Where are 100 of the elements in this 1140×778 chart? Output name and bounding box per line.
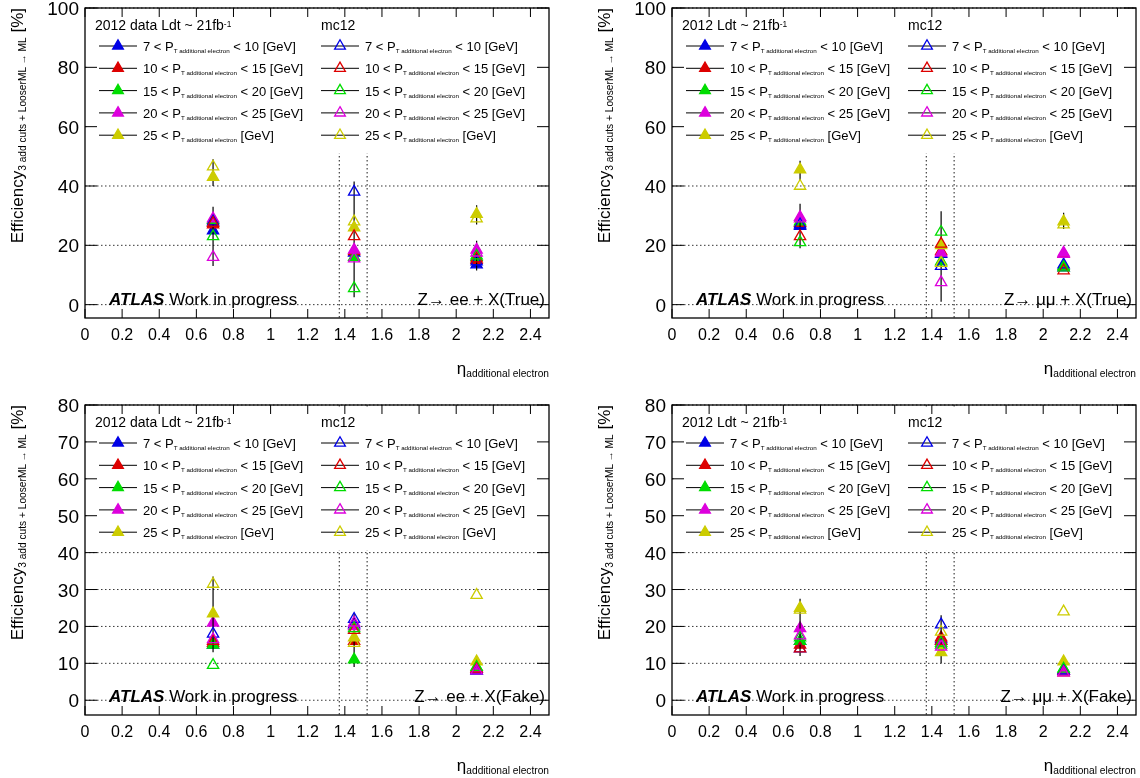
x-tick-label: 2 — [451, 326, 461, 343]
y-tick-label: 50 — [644, 505, 666, 527]
legend-label: 7 < P$_{T additional electron}$ < 10 [GeV] — [365, 436, 518, 451]
x-tick-label: 2 — [1038, 723, 1048, 740]
y-tick-label: 40 — [57, 542, 79, 564]
x-tick-label: 2.2 — [1069, 326, 1092, 343]
annotation: mc12 — [321, 414, 356, 430]
y-tick-label: 0 — [68, 294, 79, 316]
legend-label: 20 < P$_{T additional electron}$ < 25 [GeV] — [143, 105, 304, 121]
y-tick-label: 80 — [57, 395, 79, 416]
x-tick-label: 1.8 — [407, 723, 431, 740]
legend-label: 15 < P$_{T additional electron}$ < 20 [GeV] — [365, 480, 526, 496]
annotation: ATLAS Work in progress — [695, 687, 885, 706]
y-tick-label: 0 — [68, 690, 79, 712]
legend-label: 7 < P$_{T additional electron}$ < 10 [GeV] — [365, 39, 518, 54]
x-tick-label: 0.2 — [697, 723, 721, 740]
legend-label: 25 < P$_{T additional electron}$ [GeV] — [365, 525, 496, 541]
x-tick-label: 2.4 — [519, 326, 542, 343]
legend-label: 15 < P$_{T additional electron}$ < 20 [GeV] — [730, 83, 891, 99]
x-tick-label: 0 — [667, 326, 677, 343]
x-tick-label: 1.2 — [296, 326, 319, 343]
legend-label: 15 < P$_{T additional electron}$ < 20 [GeV] — [730, 480, 891, 496]
legend-label: 10 < P$_{T additional electron}$ < 15 [GeV] — [365, 61, 526, 77]
legend-label: 7 < P$_{T additional electron}$ < 10 [GeV] — [143, 39, 296, 54]
x-tick-label: 2 — [451, 723, 461, 740]
x-tick-label: 1.4 — [333, 723, 357, 740]
x-tick-label: 0.2 — [110, 723, 134, 740]
x-tick-label: 2.2 — [482, 723, 505, 740]
legend-label: 25 < P$_{T additional electron}$ [GeV] — [365, 128, 496, 144]
y-tick-label: 40 — [644, 175, 666, 197]
legend-label: 25 < P$_{T additional electron}$ [GeV] — [143, 128, 274, 144]
x-tick-label: 0.6 — [772, 326, 795, 343]
annotation: 2012 Ldt ~ 21fb$^{-1}$ — [682, 17, 788, 33]
legend-label: 10 < P$_{T additional electron}$ < 15 [GeV] — [143, 458, 304, 474]
y-tick-label: 10 — [57, 653, 79, 675]
legend-label: 25 < P$_{T additional electron}$ [GeV] — [730, 128, 861, 144]
y-tick-label: 20 — [644, 616, 666, 638]
x-tick-label: 1.2 — [296, 723, 319, 740]
y-tick-label: 0 — [655, 690, 666, 712]
x-tick-label: 1 — [853, 326, 863, 343]
y-tick-label: 80 — [57, 57, 79, 79]
y-tick-label: 70 — [57, 431, 79, 453]
y-tick-label: 60 — [57, 468, 79, 490]
x-tick-label: 0 — [667, 723, 677, 740]
x-tick-label: 2.4 — [1106, 723, 1129, 740]
legend-label: 10 < P$_{T additional electron}$ < 15 [GeV] — [730, 458, 891, 474]
x-tick-label: 2.4 — [1106, 326, 1129, 343]
x-tick-label: 0.8 — [222, 326, 245, 343]
legend-label: 7 < P$_{T additional electron}$ < 10 [GeV] — [143, 436, 296, 451]
legend-label: 7 < P$_{T additional electron}$ < 10 [GeV] — [730, 39, 883, 54]
legend-label: 25 < P$_{T additional electron}$ [GeV] — [143, 525, 274, 541]
y-tick-label: 0 — [655, 294, 666, 316]
x-tick-label: 0.8 — [809, 723, 832, 740]
y-tick-label: 40 — [57, 175, 79, 197]
legend-label: 15 < P$_{T additional electron}$ < 20 [GeV] — [952, 83, 1113, 99]
annotation: mc12 — [908, 414, 943, 430]
annotation: ATLAS Work in progress — [108, 687, 298, 706]
annotation: 2012 data Ldt ~ 21fb$^{-1}$ — [95, 414, 232, 430]
x-tick-label: 0.4 — [148, 723, 171, 740]
legend-label: 20 < P$_{T additional electron}$ < 25 [GeV] — [730, 105, 891, 121]
annotation: mc12 — [908, 17, 943, 33]
x-tick-label: 1.4 — [920, 723, 944, 740]
x-tick-label: 1.6 — [370, 723, 394, 740]
x-tick-label: 2.2 — [482, 326, 505, 343]
legend-label: 20 < P$_{T additional electron}$ < 25 [GeV] — [730, 502, 891, 518]
y-tick-label: 60 — [644, 468, 666, 490]
x-tick-label: 1 — [266, 723, 276, 740]
x-tick-label: 1 — [853, 723, 863, 740]
x-tick-label: 1.8 — [407, 326, 431, 343]
annotation: ATLAS Work in progress — [108, 290, 298, 309]
x-axis-title: η$_{additional electron}$ — [456, 359, 549, 379]
legend-label: 25 < P$_{T additional electron}$ [GeV] — [952, 128, 1083, 144]
annotation: mc12 — [321, 17, 356, 33]
legend-label: 20 < P$_{T additional electron}$ < 25 [GeV] — [952, 105, 1113, 121]
y-tick-label: 20 — [644, 235, 666, 257]
x-axis-title: η$_{additional electron}$ — [1043, 756, 1136, 776]
legend-label: 20 < P$_{T additional electron}$ < 25 [GeV] — [952, 502, 1113, 518]
legend-label: 10 < P$_{T additional electron}$ < 15 [GeV] — [730, 61, 891, 77]
annotation: Z→ ee + X(Fake) — [414, 687, 545, 706]
legend-label: 7 < P$_{T additional electron}$ < 10 [GeV] — [730, 436, 883, 451]
legend-label: 7 < P$_{T additional electron}$ < 10 [GeV] — [952, 436, 1105, 451]
legend-label: 25 < P$_{T additional electron}$ [GeV] — [730, 525, 861, 541]
x-tick-label: 0.8 — [222, 723, 245, 740]
legend-label: 10 < P$_{T additional electron}$ < 15 [GeV] — [365, 458, 526, 474]
x-tick-label: 1.2 — [883, 326, 906, 343]
x-tick-label: 0.2 — [697, 326, 721, 343]
annotation: Z→ ee + X(True) — [417, 290, 545, 309]
x-tick-label: 0 — [80, 326, 90, 343]
x-tick-label: 0.6 — [185, 723, 208, 740]
x-tick-label: 0.4 — [735, 723, 758, 740]
x-tick-label: 1.6 — [370, 326, 394, 343]
legend-label: 7 < P$_{T additional electron}$ < 10 [GeV] — [952, 39, 1105, 54]
x-tick-label: 1.4 — [333, 326, 357, 343]
x-axis-title: η$_{additional electron}$ — [456, 756, 549, 776]
x-tick-label: 1.6 — [957, 326, 981, 343]
x-tick-label: 0.4 — [148, 326, 171, 343]
annotation: 2012 data Ldt ~ 21fb$^{-1}$ — [95, 17, 232, 33]
annotation: ATLAS Work in progress — [695, 290, 885, 309]
y-tick-label: 100 — [634, 0, 666, 19]
x-tick-label: 0 — [80, 723, 90, 740]
